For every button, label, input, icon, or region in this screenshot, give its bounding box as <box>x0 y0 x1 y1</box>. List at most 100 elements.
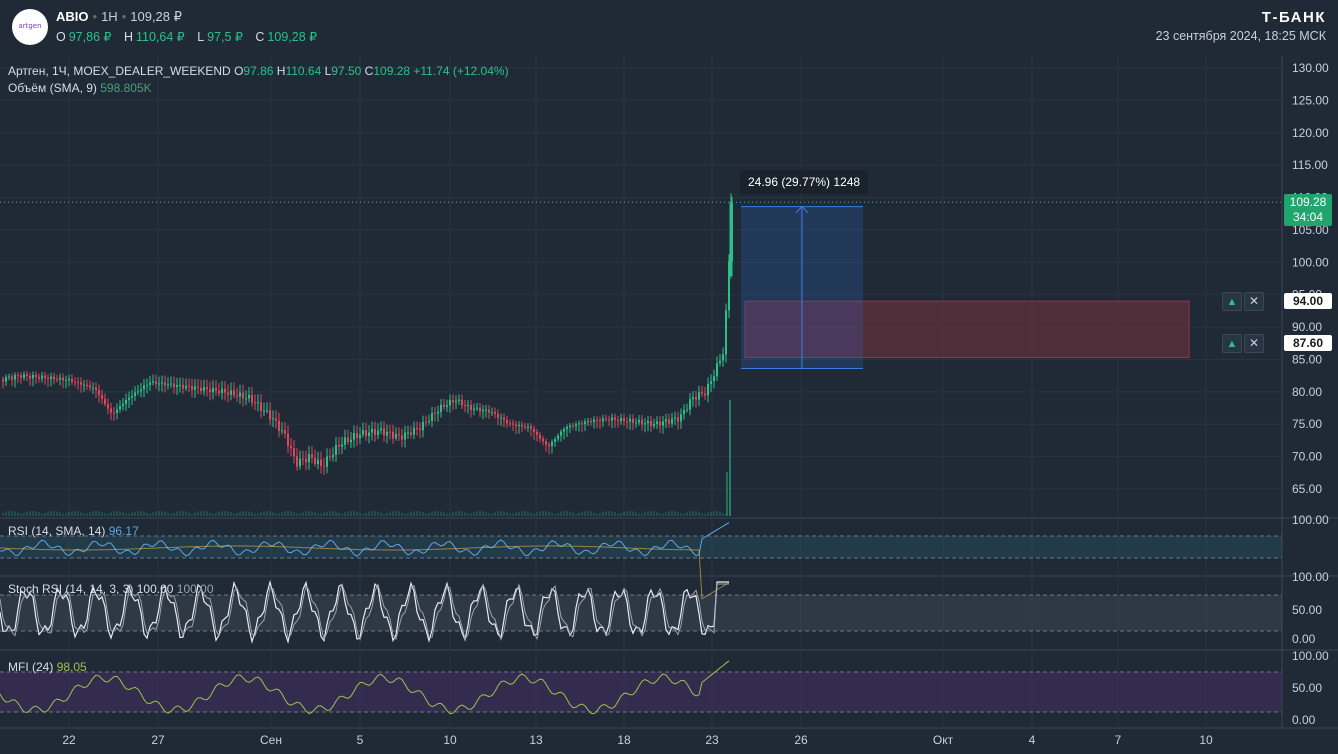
volume-bar <box>479 511 481 516</box>
volume-bar <box>17 512 19 516</box>
candle-body <box>590 421 592 423</box>
volume-bar <box>287 511 289 516</box>
volume-bar <box>290 511 292 516</box>
candle-body <box>515 424 517 426</box>
low-value: 97,5 ₽ <box>207 30 243 44</box>
volume-bar <box>389 511 391 516</box>
volume-bar <box>161 511 163 516</box>
volume-bar <box>464 512 466 516</box>
candle-body <box>239 392 241 397</box>
candle-body <box>350 439 352 443</box>
candle-body <box>155 381 157 384</box>
bar-countdown: 34:04 <box>1292 210 1324 224</box>
candle-body <box>347 437 349 443</box>
mfi-label[interactable]: MFI (24) <box>8 660 54 674</box>
stoch-tick-label: 50.00 <box>1292 603 1322 617</box>
candle-body <box>446 405 448 407</box>
rsi-legend: RSI (14, SMA, 14) 96.17 <box>8 524 139 538</box>
volume-bar <box>416 511 418 516</box>
alert-2-bell-button[interactable]: ▲ <box>1222 334 1242 353</box>
candle-body <box>464 405 466 407</box>
candle-body <box>359 434 361 439</box>
header-datetime: 23 сентября 2024, 18:25 МСК <box>1155 29 1326 43</box>
volume-bar <box>89 512 91 516</box>
candle-body <box>509 423 511 425</box>
time-tick-label: 10 <box>1199 733 1213 747</box>
alert-1-bell-button[interactable]: ▲ <box>1222 292 1242 311</box>
volume-bar <box>194 512 196 516</box>
candle-body <box>128 397 130 400</box>
candle-body <box>722 354 724 361</box>
volume-bar <box>527 511 529 516</box>
volume-bar <box>83 513 85 516</box>
timeframe[interactable]: 1H <box>101 9 118 24</box>
candle-body <box>44 375 46 379</box>
stoch-k-value: 100.00 <box>136 582 174 596</box>
volume-bar <box>656 512 658 516</box>
volume-bar <box>200 511 202 516</box>
mfi-tick-label: 50.00 <box>1292 681 1322 695</box>
candle-body <box>563 429 565 432</box>
volume-bar <box>98 511 100 516</box>
volume-bar <box>644 512 646 516</box>
volume-bar <box>599 512 601 516</box>
volume-bar <box>440 511 442 516</box>
candle-body <box>584 421 586 425</box>
volume-bar <box>392 511 394 516</box>
volume-bar <box>485 512 487 516</box>
volume-bar <box>647 511 649 516</box>
brand-logo: Т-БАНК <box>1261 9 1326 26</box>
candle-body <box>707 384 709 396</box>
candle-body <box>332 455 334 458</box>
candle-body <box>671 418 673 424</box>
candle-body <box>713 376 715 382</box>
volume-label[interactable]: Объём (SMA, 9) <box>8 81 97 95</box>
volume-bar <box>44 512 46 516</box>
candle-body <box>98 390 100 396</box>
volume-bar <box>11 511 13 516</box>
volume-bar <box>671 511 673 516</box>
stoch-d-value: 100.00 <box>176 582 214 596</box>
candle-body <box>431 413 433 421</box>
candle-body <box>668 419 670 424</box>
volume-bar <box>395 511 397 516</box>
stoch-label[interactable]: Stoch RSI (14, 14, 3, 3) <box>8 582 134 596</box>
volume-bar <box>320 513 322 516</box>
volume-bar <box>2 512 4 516</box>
candle-body <box>653 423 655 427</box>
candle-body <box>575 424 577 427</box>
alert-zone <box>744 300 1190 359</box>
alert-2-price-tag[interactable]: 87.60 <box>1284 335 1332 351</box>
rsi-label[interactable]: RSI (14, SMA, 14) <box>8 524 106 538</box>
volume-bar <box>632 511 634 516</box>
ticker-symbol[interactable]: ABIO <box>56 9 89 24</box>
candle-body <box>173 383 175 387</box>
volume-bar <box>269 511 271 516</box>
candle-body <box>401 435 403 440</box>
volume-bar <box>650 511 652 516</box>
volume-bar <box>311 511 313 516</box>
volume-bar <box>239 511 241 516</box>
volume-bar <box>722 512 724 516</box>
volume-bar <box>677 511 679 516</box>
volume-bar <box>218 511 220 516</box>
bell-icon: ▲ <box>1226 296 1238 308</box>
volume-bar <box>542 511 544 516</box>
volume-bar <box>713 511 715 516</box>
candle-body <box>485 409 487 411</box>
candle-body <box>185 385 187 389</box>
candle-body <box>368 432 370 437</box>
candle-body <box>569 425 571 427</box>
alert-1-remove-button[interactable]: ✕ <box>1244 292 1264 311</box>
main-legend: Артген, 1Ч, MOEX_DEALER_WEEKEND O97.86 H… <box>8 64 509 78</box>
volume-bar <box>623 511 625 516</box>
volume-bar <box>710 511 712 516</box>
volume-bar <box>314 511 316 516</box>
alert-2-remove-button[interactable]: ✕ <box>1244 334 1264 353</box>
time-tick-label: 5 <box>357 733 364 747</box>
open-label: O <box>56 30 66 44</box>
legend-instrument[interactable]: Артген, 1Ч, MOEX_DEALER_WEEKEND <box>8 64 231 78</box>
candle-body <box>17 375 19 377</box>
alert-1-price-tag[interactable]: 94.00 <box>1284 293 1332 309</box>
